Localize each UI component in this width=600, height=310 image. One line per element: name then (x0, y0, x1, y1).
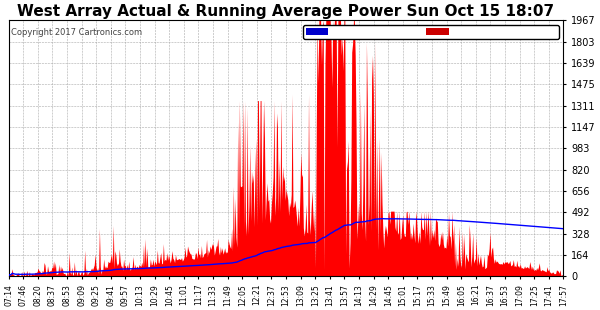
Legend: Average  (DC Watts), West Array  (DC Watts): Average (DC Watts), West Array (DC Watts… (303, 25, 559, 39)
Text: Copyright 2017 Cartronics.com: Copyright 2017 Cartronics.com (11, 28, 143, 37)
Title: West Array Actual & Running Average Power Sun Oct 15 18:07: West Array Actual & Running Average Powe… (17, 4, 554, 19)
